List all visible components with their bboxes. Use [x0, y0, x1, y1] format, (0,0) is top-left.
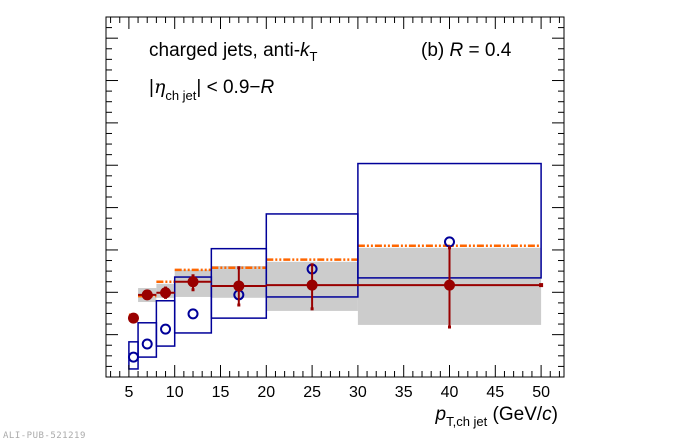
error-bar-end — [237, 303, 241, 307]
watermark: ALI-PUB-521219 — [3, 431, 86, 441]
filled-data-point — [127, 312, 139, 324]
error-bar-end — [310, 307, 314, 311]
x-tick-label: 20 — [257, 384, 275, 401]
open-data-point — [141, 338, 153, 350]
open-data-point — [160, 323, 172, 335]
x-tick-label: 15 — [212, 384, 230, 401]
x-tick-label: 40 — [441, 384, 459, 401]
x-tick-label: 45 — [486, 384, 504, 401]
annotation-jets: charged jets, anti-kT — [149, 40, 318, 64]
error-bar-end — [448, 246, 451, 250]
open-data-point — [187, 308, 199, 320]
error-bar-end — [191, 274, 195, 278]
chart-marks — [127, 162, 544, 370]
x-tick-label: 25 — [303, 384, 321, 401]
open-data-point — [127, 351, 139, 363]
error-bar-end — [191, 288, 195, 292]
filled-data-point — [141, 289, 153, 301]
x-tick-label: 5 — [124, 384, 133, 401]
error-bar-end — [539, 283, 544, 288]
error-bar-end — [310, 263, 314, 267]
error-bar-end — [448, 325, 451, 329]
filled-data-point — [187, 276, 199, 288]
x-tick-label: 30 — [349, 384, 367, 401]
filled-data-point — [444, 279, 455, 291]
error-bar-end — [237, 266, 241, 270]
x-axis-label: pT,ch jet (GeV/c) — [435, 404, 559, 429]
filled-data-point — [233, 280, 245, 292]
sys-box — [155, 300, 176, 347]
x-tick-label: 10 — [166, 384, 184, 401]
axes: 5 10 15 20 25 30 35 40 45 50 — [105, 16, 565, 401]
annotation-panel: (b) R = 0.4 — [421, 40, 512, 61]
x-tick-label: 35 — [395, 384, 413, 401]
annotation-eta: |ηch jet| < 0.9−R — [149, 76, 275, 103]
filled-data-point — [306, 279, 318, 291]
filled-data-point — [160, 287, 172, 299]
x-tick-label: 50 — [532, 384, 550, 401]
